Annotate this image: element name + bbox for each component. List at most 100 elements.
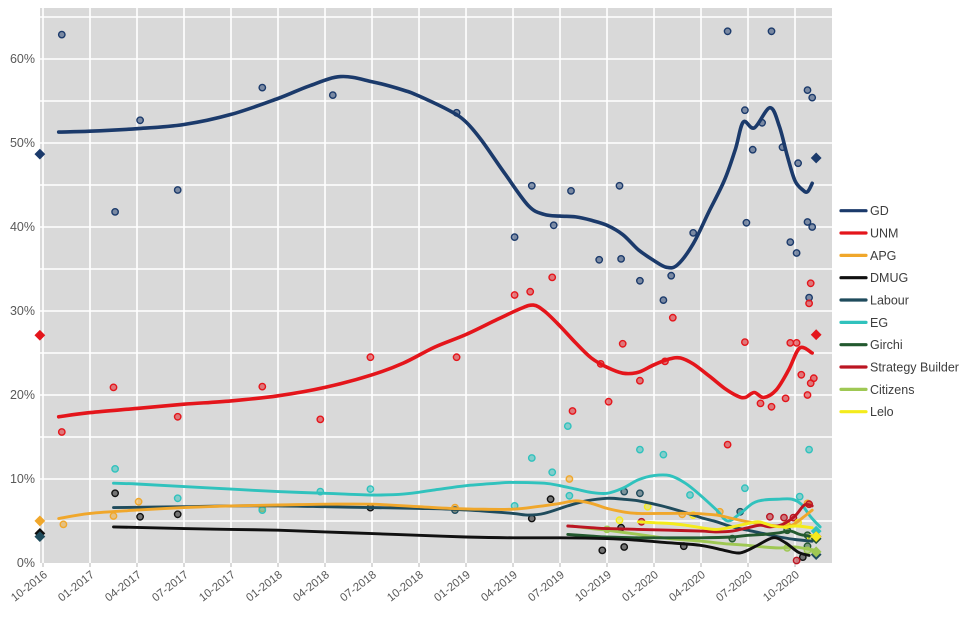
legend-item-EG: EG: [839, 316, 888, 330]
legend-label-EG: EG: [870, 316, 888, 330]
poll-point: [527, 454, 536, 462]
legend-item-Lelo: Lelo: [839, 405, 894, 419]
poll-point: [723, 440, 732, 449]
poll-point: [767, 402, 776, 411]
poll-point: [741, 338, 749, 346]
poll-point: [565, 475, 574, 483]
poll-point: [618, 339, 627, 348]
series-line-DMUG: [112, 525, 811, 557]
poll-point: [366, 485, 375, 493]
y-tick-label: 40%: [10, 220, 35, 234]
poll-point: [527, 181, 536, 190]
poll-point: [510, 291, 519, 299]
legend-label-GD: GD: [870, 204, 889, 218]
election-result-diamond-APG: [34, 515, 46, 527]
series-line-GD: [56, 74, 814, 270]
poll-point: [659, 296, 668, 304]
poll-point: [563, 422, 572, 430]
poll-point: [526, 287, 535, 296]
poll-point: [59, 520, 68, 529]
poll-point: [723, 27, 732, 36]
poll-point: [258, 506, 267, 514]
poll-point: [636, 489, 644, 498]
poll-point: [742, 218, 751, 227]
poll-point: [111, 207, 120, 216]
poll-point: [258, 382, 267, 391]
poll-point: [173, 494, 182, 503]
poll-point: [136, 116, 145, 125]
poll-point: [636, 445, 644, 454]
poll-point: [316, 415, 325, 424]
y-tick-label: 30%: [10, 304, 35, 318]
y-tick-label: 50%: [10, 136, 35, 150]
axis-ticks: [42, 563, 796, 567]
poll-point: [617, 254, 625, 263]
legend-label-Girchi: Girchi: [870, 338, 903, 352]
poll-point: [741, 106, 749, 115]
poll-point: [134, 497, 143, 506]
poll-point: [636, 276, 644, 285]
y-tick-label: 60%: [10, 52, 35, 66]
poll-point: [595, 255, 604, 264]
series-line-Girchi: [566, 529, 811, 540]
series-line-Lelo: [636, 520, 814, 531]
poll-point: [766, 512, 774, 521]
election-result-diamond-Citizens: [810, 546, 822, 558]
poll-point: [809, 374, 818, 383]
poll-point: [567, 186, 575, 195]
poll-point: [667, 271, 676, 280]
poll-point: [756, 399, 765, 408]
poll-point: [57, 30, 66, 39]
y-tick-label: 0%: [17, 556, 35, 570]
legend-label-Strategy-Builder: Strategy Builder: [870, 361, 959, 375]
poll-point: [57, 428, 66, 436]
legend-item-Strategy-Builder: Strategy Builder: [839, 361, 959, 375]
poll-point: [548, 273, 557, 282]
poll-point: [668, 313, 677, 322]
poll-point: [136, 512, 145, 521]
poll-point: [109, 383, 118, 392]
poll-point: [173, 510, 182, 519]
poll-point: [794, 159, 802, 168]
legend-label-APG: APG: [870, 249, 896, 263]
legend-item-Labour: Labour: [839, 294, 909, 308]
poll-point: [258, 83, 267, 92]
poll-point: [786, 238, 795, 247]
election-result-diamond-GD: [34, 148, 46, 160]
poll-point: [686, 491, 694, 499]
poll-point: [615, 181, 624, 190]
poll-point: [803, 391, 812, 399]
poll-point: [780, 513, 788, 522]
poll-point: [328, 91, 337, 100]
poll-point: [659, 450, 668, 459]
poll-point: [808, 223, 817, 231]
series-line-Strategy-Builder: [566, 502, 814, 534]
poll-point: [795, 492, 804, 501]
poll-point: [808, 93, 817, 102]
legend: GD UNM APG DMUG Labour EG Girchi Strategy Build…: [839, 204, 959, 419]
poll-point: [568, 407, 577, 415]
poll-point: [781, 394, 790, 403]
legend-item-UNM: UNM: [839, 227, 898, 241]
election-result-diamond-GD: [810, 152, 822, 164]
poll-point: [792, 556, 801, 565]
legend-label-UNM: UNM: [870, 227, 898, 241]
legend-label-Lelo: Lelo: [870, 405, 894, 419]
poll-point: [111, 489, 120, 498]
poll-point: [805, 445, 813, 454]
poll-point: [549, 221, 558, 230]
poll-point: [109, 512, 118, 520]
series-line-UNM: [56, 303, 814, 419]
poll-point: [366, 353, 375, 362]
poll-point: [452, 353, 461, 362]
series-line-EG: [112, 473, 822, 529]
poll-point: [797, 370, 806, 379]
election-result-diamond-Labour: [34, 531, 46, 543]
y-tick-label: 20%: [10, 388, 35, 402]
series-line-Citizens: [571, 524, 819, 552]
poll-point: [111, 464, 120, 473]
y-tick-label: 10%: [10, 472, 35, 486]
poll-point: [604, 397, 613, 406]
